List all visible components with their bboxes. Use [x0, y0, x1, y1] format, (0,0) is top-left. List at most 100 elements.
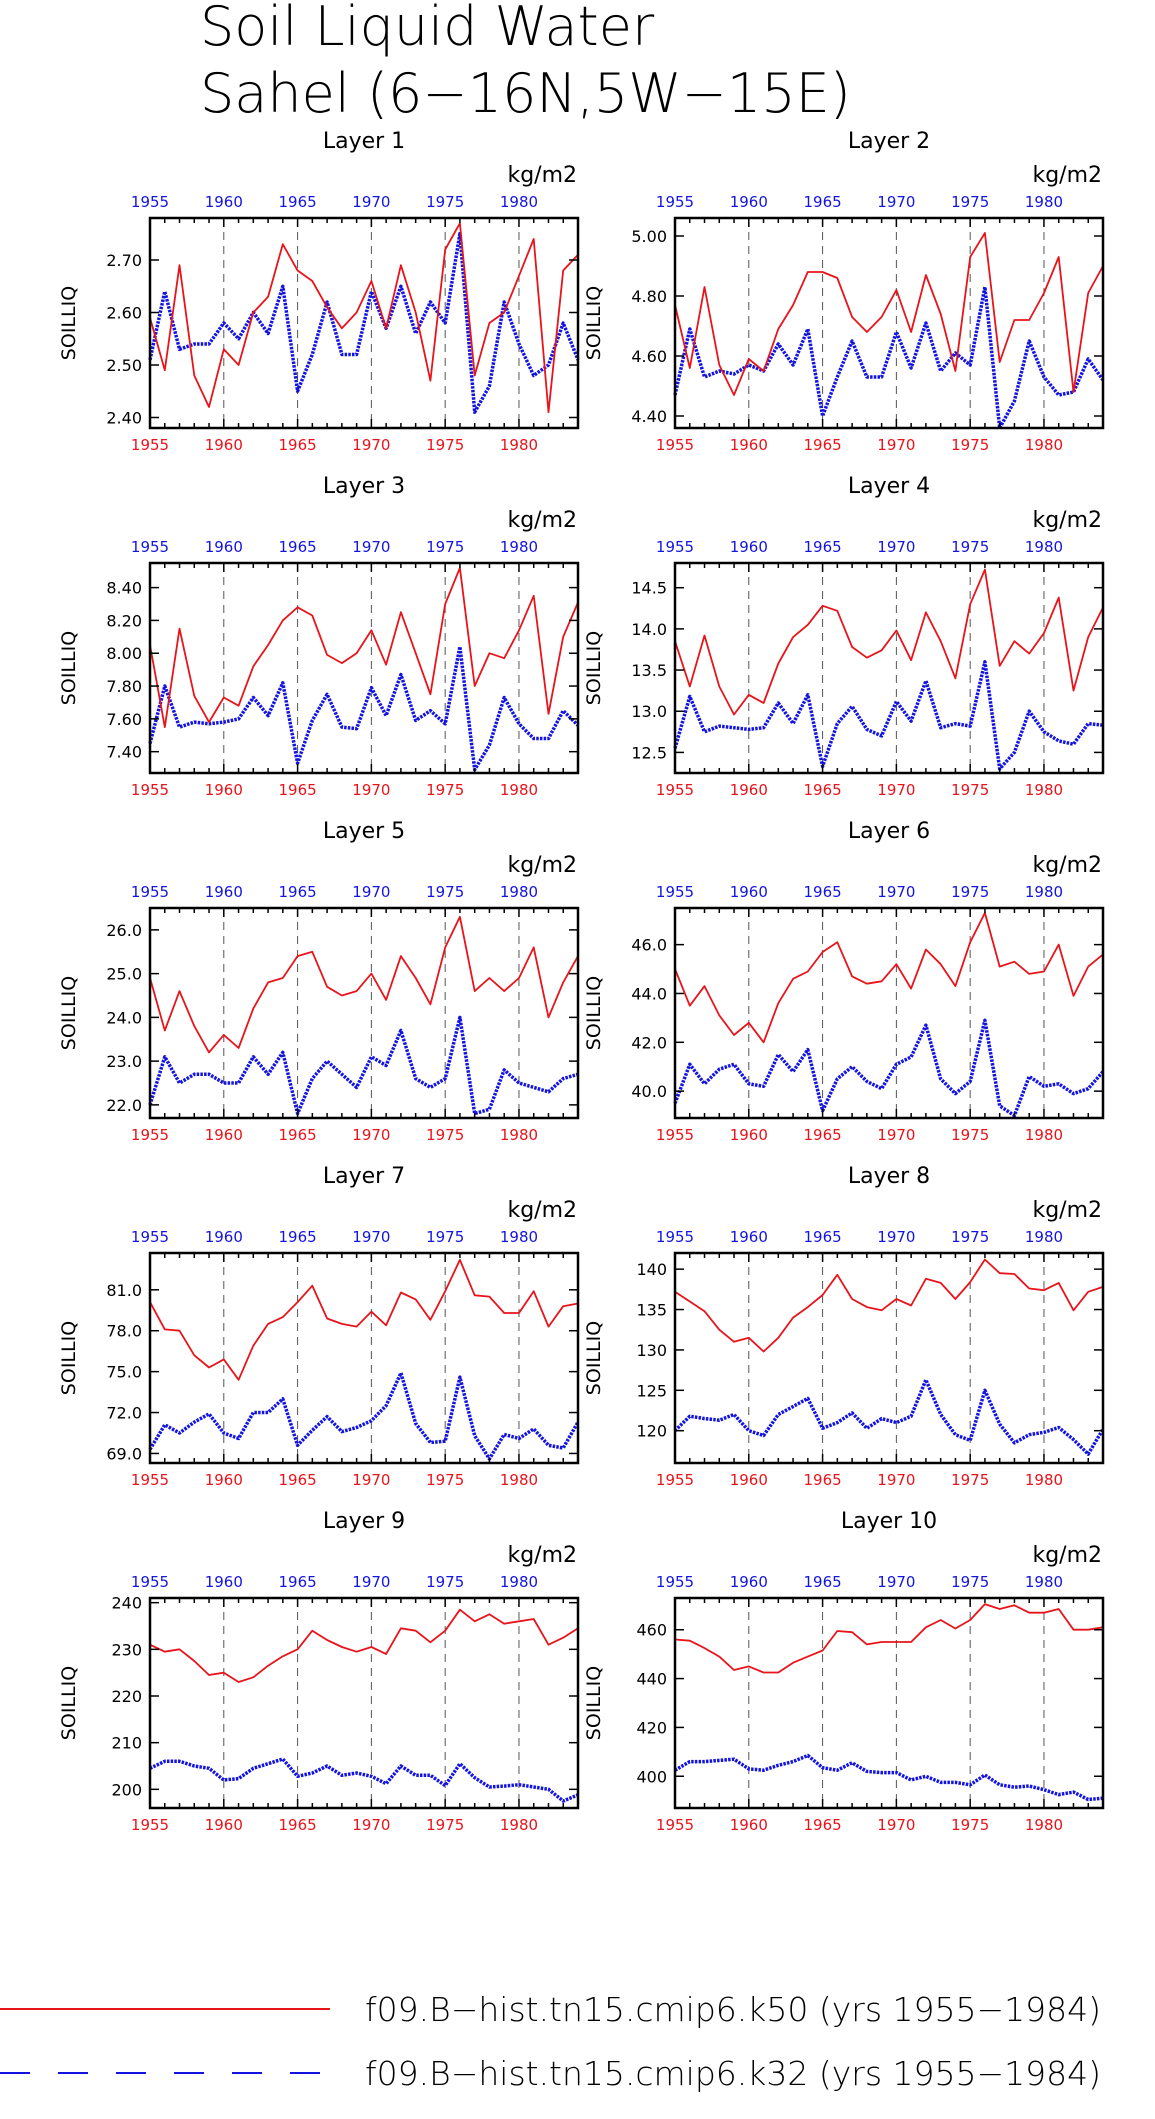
y-tick-label: 400	[636, 1767, 667, 1786]
y-tick-label: 13.5	[631, 661, 667, 680]
y-tick-label: 230	[111, 1640, 142, 1659]
x-tick-label-top: 1975	[951, 193, 989, 211]
y-tick-label: 8.20	[106, 611, 142, 630]
x-tick-label-bottom: 1955	[656, 1816, 694, 1834]
x-tick-label-bottom: 1970	[877, 781, 915, 799]
panel-title: Layer 7	[323, 1164, 405, 1189]
series-line-k32	[673, 660, 1104, 771]
x-tick-label-bottom: 1955	[131, 1816, 169, 1834]
legend-label-k32: f09.B−hist.tn15.cmip6.k32 (yrs 1955−1984…	[365, 2054, 1101, 2093]
x-tick-label-top: 1960	[730, 1573, 768, 1591]
x-tick-label-top: 1960	[730, 1228, 768, 1246]
plot-frame	[148, 216, 580, 430]
panel-layer-8: 1955 1955 1960 1960 1965 1965 1970 1970 1975 1975…	[583, 1164, 1105, 1489]
y-tick-label: 125	[636, 1381, 667, 1400]
figure-title-line2: Sahel (6−16N,5W−15E)	[200, 62, 851, 125]
y-tick-label: 40.0	[631, 1082, 667, 1101]
x-tick-label-bottom: 1975	[951, 1126, 989, 1144]
panel-layer-4: 1955 1955 1960 1960 1965 1965 1970 1970 1975 1975…	[583, 474, 1105, 799]
x-tick-label-bottom: 1955	[131, 1126, 169, 1144]
x-tick-label-bottom: 1965	[803, 781, 841, 799]
series-line-k50	[149, 1608, 579, 1683]
x-tick-label-top: 1975	[951, 883, 989, 901]
y-tick-label: 14.0	[631, 620, 667, 639]
x-tick-label-bottom: 1965	[803, 1126, 841, 1144]
x-tick-label-top: 1965	[278, 193, 316, 211]
unit-label: kg/m2	[507, 163, 577, 188]
panel-title: Layer 5	[323, 819, 405, 844]
y-tick-label: 81.0	[106, 1281, 142, 1300]
panel-title: Layer 8	[848, 1164, 930, 1189]
plot-frame	[673, 1251, 1105, 1465]
x-tick-label-top: 1975	[951, 1228, 989, 1246]
x-tick-label-top: 1970	[877, 193, 915, 211]
x-tick-label-top: 1970	[877, 1228, 915, 1246]
x-tick-label-bottom: 1970	[352, 1126, 390, 1144]
y-tick-label: 22.0	[106, 1096, 142, 1115]
y-tick-label: 240	[111, 1594, 142, 1613]
y-tick-label: 2.40	[106, 409, 142, 428]
y-axis-label: SOILLIQ	[58, 631, 80, 705]
y-tick-label: 4.80	[631, 287, 667, 306]
y-tick-label: 420	[636, 1718, 667, 1737]
plot-frame	[673, 216, 1105, 430]
unit-label: kg/m2	[1032, 853, 1102, 878]
x-tick-label-top: 1965	[278, 1228, 316, 1246]
y-tick-label: 12.5	[631, 743, 667, 762]
plot-frame	[673, 906, 1105, 1120]
x-tick-label-top: 1955	[131, 1573, 169, 1591]
x-tick-label-top: 1955	[131, 538, 169, 556]
panel-layer-5: 1955 1955 1960 1960 1965 1965 1970 1970 1975 1975…	[58, 819, 580, 1144]
x-tick-label-top: 1955	[656, 1228, 694, 1246]
y-tick-label: 46.0	[631, 936, 667, 955]
x-tick-label-bottom: 1980	[500, 781, 538, 799]
x-tick-label-bottom: 1960	[730, 1816, 768, 1834]
x-tick-label-bottom: 1975	[426, 436, 464, 454]
x-tick-label-bottom: 1960	[205, 1126, 243, 1144]
x-tick-label-bottom: 1965	[278, 1471, 316, 1489]
unit-label: kg/m2	[507, 853, 577, 878]
y-tick-label: 2.60	[106, 304, 142, 323]
plot-frame	[148, 1596, 580, 1810]
x-tick-label-bottom: 1965	[278, 1126, 316, 1144]
x-tick-label-bottom: 1970	[352, 1816, 390, 1834]
x-tick-label-bottom: 1975	[951, 781, 989, 799]
x-tick-label-top: 1965	[278, 883, 316, 901]
y-tick-label: 8.40	[106, 579, 142, 598]
x-tick-label-top: 1975	[426, 1573, 464, 1591]
x-tick-label-top: 1960	[205, 193, 243, 211]
x-tick-label-bottom: 1965	[278, 436, 316, 454]
y-axis-label: SOILLIQ	[583, 631, 605, 705]
series-line-k32	[673, 285, 1105, 430]
panel-title: Layer 6	[848, 819, 930, 844]
x-tick-label-top: 1980	[500, 193, 538, 211]
plot-frame	[148, 561, 580, 775]
x-tick-label-bottom: 1955	[656, 781, 694, 799]
x-tick-label-top: 1975	[426, 1228, 464, 1246]
y-tick-label: 220	[111, 1687, 142, 1706]
x-tick-label-bottom: 1955	[656, 1471, 694, 1489]
x-tick-label-bottom: 1980	[500, 436, 538, 454]
figure-title-line1: Soil Liquid Water	[200, 0, 655, 58]
y-tick-label: 7.40	[106, 743, 142, 762]
x-tick-label-top: 1965	[803, 193, 841, 211]
unit-label: kg/m2	[1032, 1543, 1102, 1568]
y-tick-label: 460	[636, 1621, 667, 1640]
y-tick-label: 26.0	[106, 921, 142, 940]
x-tick-label-top: 1980	[500, 883, 538, 901]
x-tick-label-bottom: 1965	[803, 436, 841, 454]
unit-label: kg/m2	[1032, 508, 1102, 533]
plot-frame	[148, 906, 580, 1120]
x-tick-label-bottom: 1955	[131, 1471, 169, 1489]
unit-label: kg/m2	[507, 508, 577, 533]
y-axis-label: SOILLIQ	[583, 1666, 605, 1740]
panel-layer-3: 1955 1955 1960 1960 1965 1965 1970 1970 1975 1975…	[58, 474, 580, 799]
series-line-k50	[674, 568, 1104, 716]
x-tick-label-top: 1970	[877, 538, 915, 556]
y-tick-label: 7.80	[106, 677, 142, 696]
y-tick-label: 14.5	[631, 579, 667, 598]
y-tick-label: 2.50	[106, 356, 142, 375]
series-line-k50	[149, 222, 579, 414]
series-line-k50	[674, 232, 1104, 396]
series-line-k50	[674, 1258, 1104, 1353]
